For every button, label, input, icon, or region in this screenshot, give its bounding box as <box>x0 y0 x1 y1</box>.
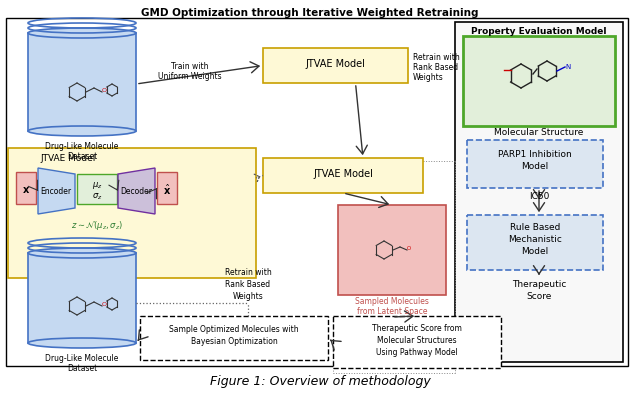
Text: Dataset: Dataset <box>67 364 97 373</box>
Bar <box>140 316 328 360</box>
Bar <box>28 33 136 131</box>
Text: JTVAE Model: JTVAE Model <box>305 59 365 69</box>
Text: Drug-Like Molecule: Drug-Like Molecule <box>45 354 118 363</box>
Text: $\mathbf{x}$: $\mathbf{x}$ <box>22 185 30 195</box>
Text: Weights: Weights <box>232 292 264 301</box>
Ellipse shape <box>28 28 136 38</box>
Bar <box>455 22 623 362</box>
Text: Rank Based: Rank Based <box>225 280 271 289</box>
Text: $z \sim \mathcal{N}(\mu_z, \sigma_z)$: $z \sim \mathcal{N}(\mu_z, \sigma_z)$ <box>71 219 123 232</box>
Ellipse shape <box>28 248 136 258</box>
Text: Sample Optimized Molecules with: Sample Optimized Molecules with <box>169 325 299 334</box>
Text: Retrain with: Retrain with <box>413 53 460 62</box>
Text: Retrain with: Retrain with <box>225 268 271 277</box>
Text: Decoder: Decoder <box>120 187 152 196</box>
Polygon shape <box>38 168 75 214</box>
Text: GMD Optimization through Iterative Weighted Retraining: GMD Optimization through Iterative Weigh… <box>141 8 479 18</box>
Text: Rule Based: Rule Based <box>510 223 560 232</box>
Text: $\mu_z$: $\mu_z$ <box>92 180 102 191</box>
Text: Rank Based: Rank Based <box>413 63 458 72</box>
Bar <box>157 172 177 204</box>
Text: $\sigma_z$: $\sigma_z$ <box>92 191 102 202</box>
Text: Molecular Structures: Molecular Structures <box>377 336 457 345</box>
Text: Sampled Molecules: Sampled Molecules <box>355 297 429 306</box>
Bar <box>16 172 36 204</box>
Text: Model: Model <box>522 162 548 171</box>
Text: Figure 1: Overview of methodology: Figure 1: Overview of methodology <box>210 375 430 388</box>
Text: Dataset: Dataset <box>67 152 97 161</box>
Bar <box>8 148 256 278</box>
Ellipse shape <box>28 126 136 136</box>
Text: Train with: Train with <box>172 62 209 71</box>
Text: Mechanistic: Mechanistic <box>508 235 562 244</box>
Bar <box>467 215 603 270</box>
Bar <box>463 36 615 126</box>
Text: N: N <box>565 64 570 70</box>
Text: Score: Score <box>526 292 552 301</box>
Bar <box>263 48 408 83</box>
Polygon shape <box>118 168 155 214</box>
Text: Drug-Like Molecule: Drug-Like Molecule <box>45 142 118 151</box>
Text: Weights: Weights <box>413 73 444 82</box>
Text: JTVAE Model: JTVAE Model <box>313 169 373 179</box>
Text: $\hat{\mathbf{x}}$: $\hat{\mathbf{x}}$ <box>163 183 171 197</box>
Text: Therapeutic Score from: Therapeutic Score from <box>372 324 462 333</box>
Text: Encoder: Encoder <box>40 187 72 196</box>
Text: Bayesian Optimization: Bayesian Optimization <box>191 337 277 346</box>
Text: Uniform Weights: Uniform Weights <box>158 72 222 81</box>
Text: from Latent Space: from Latent Space <box>356 307 428 316</box>
Text: JTVAE Model: JTVAE Model <box>40 154 96 163</box>
Text: Property Evaluation Model: Property Evaluation Model <box>471 27 607 36</box>
Text: O: O <box>102 88 107 93</box>
Bar <box>333 316 501 368</box>
Text: Molecular Structure: Molecular Structure <box>494 128 584 137</box>
Bar <box>28 253 136 343</box>
Bar <box>6 18 628 366</box>
Text: PARP1 Inhibition: PARP1 Inhibition <box>498 150 572 159</box>
Bar <box>467 140 603 188</box>
Text: IC50: IC50 <box>529 192 549 201</box>
Bar <box>77 174 117 204</box>
Ellipse shape <box>28 338 136 348</box>
Text: Model: Model <box>522 247 548 256</box>
Text: O: O <box>407 246 412 252</box>
Text: O: O <box>102 303 107 307</box>
Text: Therapeutic: Therapeutic <box>512 280 566 289</box>
Text: Using Pathway Model: Using Pathway Model <box>376 348 458 357</box>
Bar <box>263 158 423 193</box>
Bar <box>338 205 446 295</box>
